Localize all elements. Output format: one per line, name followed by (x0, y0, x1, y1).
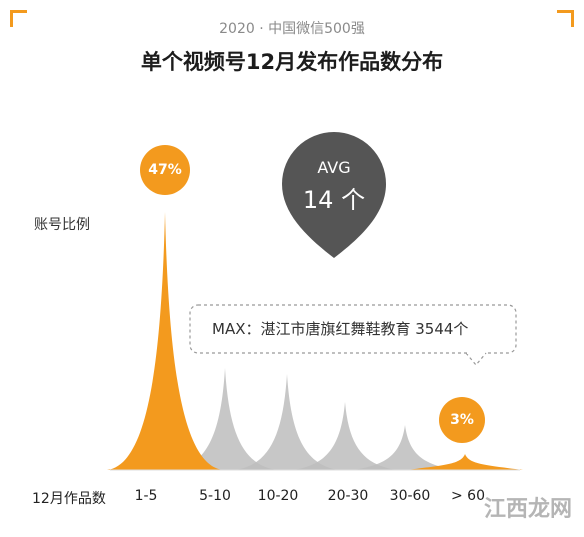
value-badge-circle (439, 397, 485, 443)
chart-subtitle: 2020 · 中国微信500强 (219, 21, 365, 37)
max-callout-box (189, 304, 517, 354)
peak-30-60 (353, 425, 457, 470)
x-tick-label: > 60 (451, 488, 485, 504)
max-callout-tail (465, 352, 487, 366)
x-tick-label: 30-60 (389, 488, 431, 504)
avg-label: AVG (317, 158, 351, 177)
value-label: 3% (450, 412, 474, 428)
peak-5-10 (173, 368, 277, 470)
value-badge-circle (140, 145, 190, 195)
value-label: 47% (148, 162, 182, 178)
chart-title: 单个视频号12月发布作品数分布 (140, 50, 444, 74)
x-tick-label: 5-10 (199, 488, 231, 504)
x-axis-label: 12月作品数 (32, 491, 106, 507)
peak-10-20 (235, 374, 339, 470)
avg-value: 14 个 (302, 186, 366, 214)
corner-bracket-right (557, 10, 574, 27)
x-tick-label: 10-20 (257, 488, 299, 504)
peak-60 (407, 454, 523, 470)
y-axis-label: 账号比例 (34, 217, 90, 233)
corner-bracket-left (10, 10, 27, 27)
x-tick-label: 1-5 (134, 488, 158, 504)
max-note: MAX：湛江市唐旗红舞鞋教育 3544个 (212, 320, 469, 338)
watermark: 江西龙网 (483, 497, 572, 522)
peak-1-5 (107, 212, 223, 470)
avg-pin (282, 132, 386, 258)
x-tick-label: 20-30 (327, 488, 369, 504)
peak-20-30 (293, 402, 397, 470)
